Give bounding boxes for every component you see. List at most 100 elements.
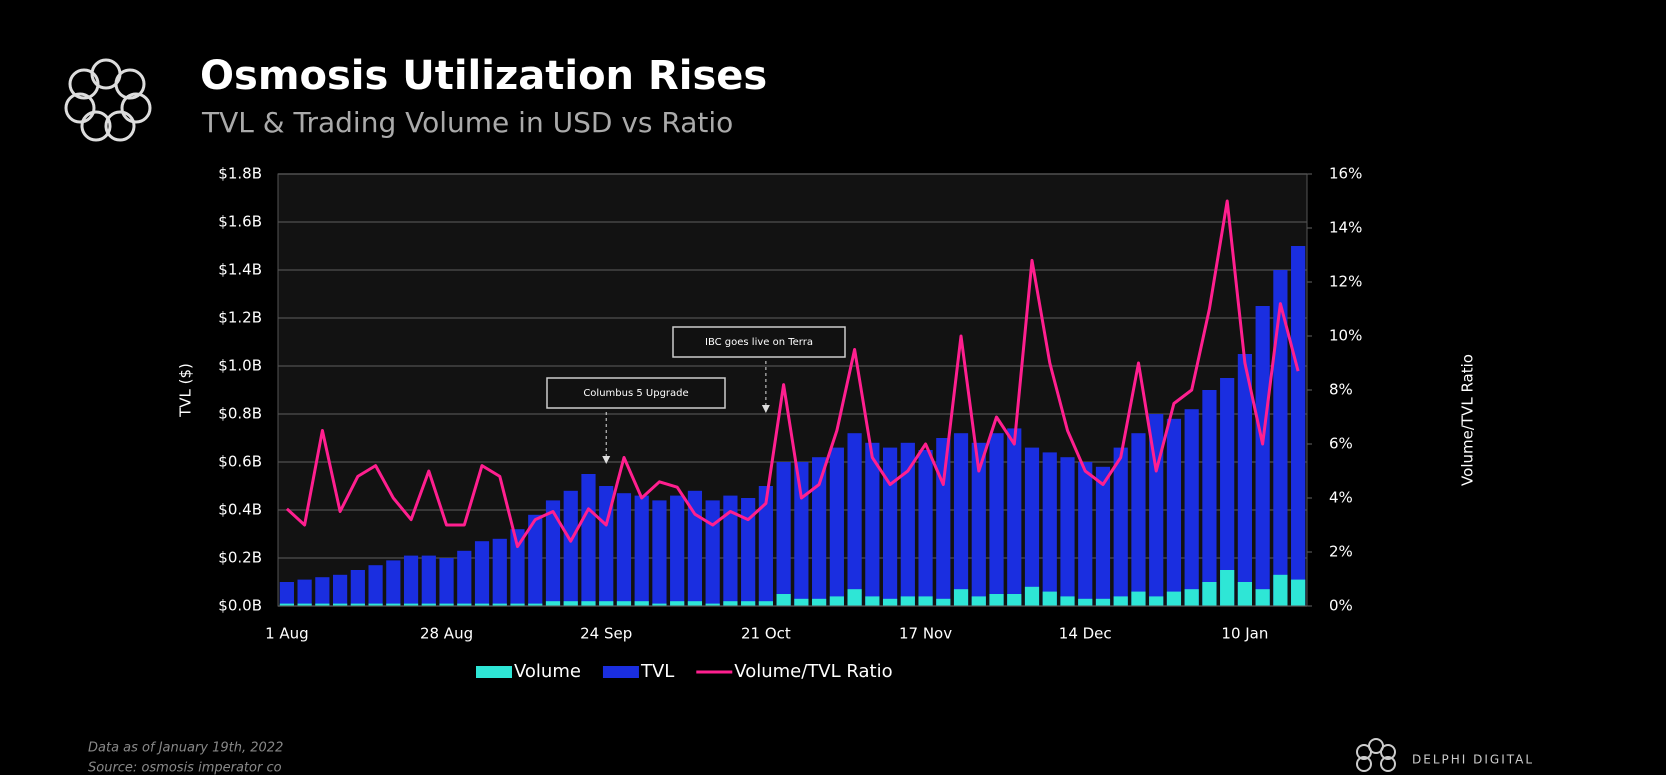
legend-label: TVL: [640, 661, 674, 682]
bar: [581, 474, 596, 606]
bar: [332, 574, 348, 606]
bar: [279, 603, 294, 606]
bar: [545, 500, 561, 606]
bar: [1113, 596, 1128, 606]
y-tick-label: $1.4B: [218, 261, 262, 279]
y2-tick-label: 8%: [1329, 381, 1353, 399]
bar: [1291, 579, 1306, 606]
bar: [545, 601, 561, 606]
annotation-arrowhead: [761, 405, 770, 413]
bar: [1291, 246, 1306, 606]
bar: [829, 447, 844, 606]
x-tick-label: 28 Aug: [420, 625, 473, 643]
bar: [350, 570, 365, 606]
bar: [971, 442, 986, 606]
bar: [510, 603, 525, 606]
logo: [64, 58, 152, 142]
bar: [670, 601, 685, 606]
bar: [1220, 378, 1235, 606]
y-tick-label: $1.0B: [218, 357, 262, 375]
y2-tick-label: 6%: [1329, 435, 1353, 453]
y-tick-label: $0.6B: [218, 453, 262, 471]
bar: [1042, 452, 1057, 606]
bar: [439, 558, 454, 606]
bar: [492, 603, 507, 606]
subtitle: TVL & Trading Volume in USD vs Ratio: [201, 106, 733, 139]
bar: [723, 495, 738, 606]
x-tick-label: 10 Jan: [1221, 625, 1268, 643]
bar: [368, 565, 383, 606]
y-tick-label: $0.8B: [218, 405, 262, 423]
bar: [1131, 591, 1146, 606]
annotation-arrowhead: [602, 456, 611, 464]
bar: [1024, 447, 1040, 606]
bar: [1184, 589, 1199, 606]
bar: [403, 555, 419, 606]
bar: [989, 433, 1004, 606]
legend-label: Volume: [514, 661, 581, 682]
bar: [1078, 598, 1093, 606]
bar: [865, 596, 880, 606]
bar: [386, 560, 401, 606]
y-axis-label: TVL ($): [177, 363, 195, 418]
bar: [1149, 596, 1164, 606]
bar: [687, 601, 703, 606]
bar: [332, 603, 348, 606]
y-tick-label: $0.2B: [218, 549, 262, 567]
bar: [457, 603, 472, 606]
x-tick-label: 1 Aug: [265, 625, 309, 643]
bar: [687, 490, 703, 606]
bar: [350, 603, 365, 606]
bar: [670, 495, 685, 606]
bar: [474, 603, 490, 606]
bar: [1060, 457, 1075, 606]
bar: [1095, 598, 1111, 606]
annotation: Columbus 5 Upgrade: [583, 388, 688, 399]
bar: [1113, 447, 1128, 606]
bar: [741, 601, 756, 606]
y2-tick-label: 16%: [1329, 165, 1362, 183]
bar: [315, 577, 330, 606]
bar: [1007, 594, 1022, 606]
y2-tick-label: 10%: [1329, 327, 1362, 345]
annotation-box: [546, 377, 726, 409]
bar: [510, 529, 525, 606]
bar: [1237, 582, 1253, 606]
bar: [882, 447, 898, 606]
bar: [297, 579, 312, 606]
bar: [847, 589, 862, 606]
bar: [900, 596, 915, 606]
bar: [368, 603, 383, 606]
bar: [652, 500, 667, 606]
bar: [421, 555, 436, 606]
bar: [829, 596, 844, 606]
footnote: Source: osmosis imperator co: [88, 761, 282, 775]
bar: [563, 490, 578, 606]
y-tick-label: $1.6B: [218, 213, 262, 231]
bar: [457, 550, 472, 606]
bar: [1202, 582, 1217, 606]
bar: [794, 462, 809, 606]
x-tick-label: 14 Dec: [1059, 625, 1112, 643]
bar: [315, 603, 330, 606]
bar: [812, 598, 827, 606]
bar: [421, 603, 436, 606]
bar: [1060, 596, 1075, 606]
y2-tick-label: 14%: [1329, 219, 1362, 237]
bar: [705, 500, 720, 606]
y2-axis-label: Volume/TVL Ratio: [1459, 354, 1477, 486]
bar: [1273, 270, 1288, 606]
legend-label: Volume/TVL Ratio: [734, 661, 892, 682]
bar: [403, 603, 419, 606]
bar: [581, 601, 596, 606]
legend-swatch: [476, 666, 512, 678]
bar: [741, 498, 756, 606]
bar: [918, 596, 933, 606]
y2-tick-label: 0%: [1329, 597, 1353, 615]
legend-swatch: [602, 666, 639, 678]
bar: [705, 603, 720, 606]
bar: [989, 594, 1004, 606]
bar: [900, 442, 915, 606]
x-tick-label: 21 Oct: [741, 625, 791, 643]
bar: [1255, 589, 1270, 606]
